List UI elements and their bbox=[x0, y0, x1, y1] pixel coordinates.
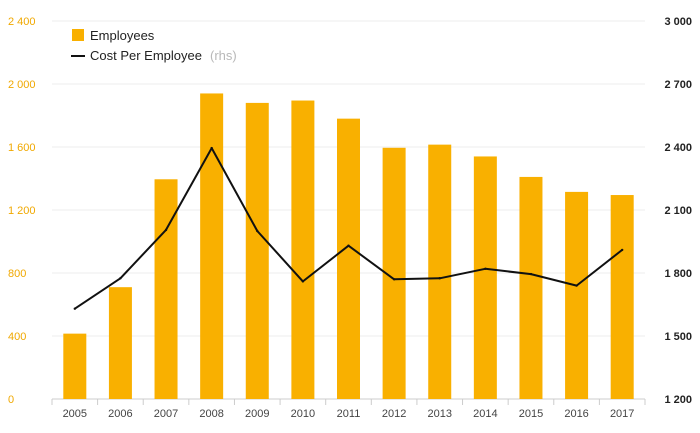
x-tick-label: 2011 bbox=[337, 408, 361, 420]
x-tick-label: 2015 bbox=[519, 408, 543, 420]
bar-employees-2014 bbox=[473, 156, 497, 399]
bar-employees-2011 bbox=[337, 118, 360, 400]
line-point-2015 bbox=[529, 272, 533, 276]
x-tick-label: 2008 bbox=[199, 408, 223, 420]
bar-employees-2009 bbox=[245, 102, 269, 400]
legend: Employees Cost Per Employee (rhs) bbox=[71, 28, 237, 64]
x-tick-label: 2007 bbox=[154, 408, 178, 420]
line-point-2017 bbox=[620, 248, 624, 252]
x-tick-label: 2006 bbox=[108, 408, 132, 420]
y-left-tick-label: 2 000 bbox=[8, 79, 36, 91]
line-point-2008 bbox=[210, 146, 213, 150]
y-right-tick-label: 1 500 bbox=[664, 331, 692, 343]
y-right-tick-label: 1 200 bbox=[664, 394, 692, 406]
x-tick-label: 2016 bbox=[564, 408, 588, 420]
bar-employees-2007 bbox=[154, 179, 178, 399]
y-right-tick-label: 2 100 bbox=[664, 205, 692, 217]
y-left-tick-label: 1 600 bbox=[8, 142, 36, 154]
y-left-tick-label: 800 bbox=[8, 268, 26, 280]
bar-employees-2012 bbox=[382, 147, 406, 399]
line-point-2005 bbox=[73, 307, 77, 310]
line-point-2011 bbox=[347, 244, 350, 247]
x-tick-label: 2009 bbox=[245, 408, 269, 420]
bar-series-employees bbox=[63, 93, 634, 400]
axes: 0 400 800 1 200 1 600 2 000 2 400 1 200 1 500 1 8… bbox=[8, 16, 692, 420]
bar-employees-2017 bbox=[610, 195, 634, 399]
legend-cost-label: Cost Per Employee bbox=[90, 48, 202, 63]
y-left-tick-label: 1 200 bbox=[8, 205, 36, 217]
bar-employees-2013 bbox=[428, 144, 452, 399]
y-left-tick-label: 400 bbox=[8, 331, 26, 343]
x-tick-label: 2013 bbox=[427, 408, 451, 420]
x-tick-label: 2010 bbox=[291, 408, 315, 420]
x-tick-label: 2017 bbox=[610, 408, 634, 420]
line-point-2006 bbox=[119, 277, 122, 280]
bar-employees-2005 bbox=[63, 333, 87, 399]
y-right-tick-label: 1 800 bbox=[664, 268, 692, 280]
bar-employees-2015 bbox=[519, 176, 543, 399]
y-right-tick-label: 2 700 bbox=[664, 79, 692, 91]
legend-cost-entry: Cost Per Employee (rhs) bbox=[90, 47, 237, 64]
legend-cost-note: (rhs) bbox=[210, 48, 237, 63]
bar-employees-2008 bbox=[200, 93, 224, 399]
x-tick-label: 2005 bbox=[63, 408, 87, 420]
line-point-2016 bbox=[575, 284, 578, 287]
y-left-tick-label: 0 bbox=[8, 394, 14, 406]
bar-employees-2010 bbox=[291, 100, 315, 399]
line-point-2007 bbox=[164, 228, 168, 232]
bar-employees-2016 bbox=[565, 191, 589, 399]
line-point-2010 bbox=[301, 280, 305, 283]
y-right-tick-label: 3 000 bbox=[664, 16, 692, 28]
line-point-2014 bbox=[484, 267, 487, 270]
x-tick-label: 2012 bbox=[382, 408, 406, 420]
bar-employees-2006 bbox=[108, 287, 132, 399]
line-point-2013 bbox=[438, 277, 441, 280]
line-point-2012 bbox=[392, 278, 396, 281]
y-left-tick-label: 2 400 bbox=[8, 16, 36, 28]
y-right-tick-label: 2 400 bbox=[664, 142, 692, 154]
line-point-2009 bbox=[256, 229, 259, 233]
x-tick-label: 2014 bbox=[473, 408, 497, 420]
line-series-cost-per-employee bbox=[73, 146, 624, 310]
legend-employees-swatch bbox=[72, 29, 84, 41]
legend-employees-label: Employees bbox=[90, 28, 155, 43]
